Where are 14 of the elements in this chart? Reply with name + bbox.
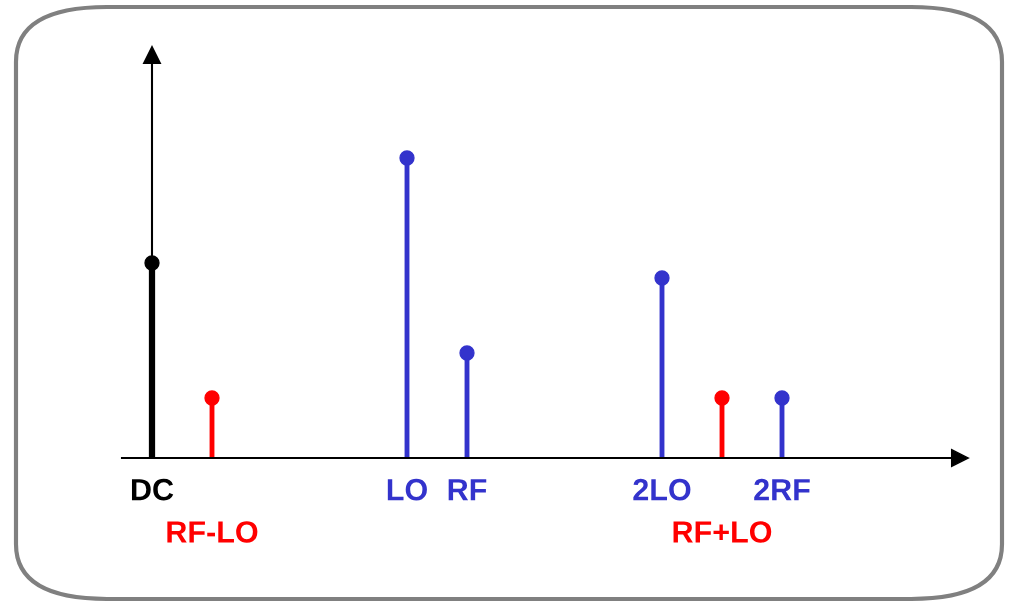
point xyxy=(774,390,790,406)
x-tick-label: RF+LO xyxy=(673,521,772,543)
x-tick-label: RF-LO xyxy=(167,521,258,543)
x-tick-label: 2RF xyxy=(754,478,810,501)
point xyxy=(144,255,160,271)
point xyxy=(204,390,220,406)
x-tick-label: 2LO xyxy=(633,478,691,501)
point xyxy=(654,270,670,286)
point xyxy=(399,150,415,166)
point xyxy=(714,390,730,406)
x-tick-label: DC xyxy=(131,478,174,501)
point xyxy=(459,345,475,361)
x-tick-label: LO xyxy=(387,478,427,501)
x-tick-label: RF xyxy=(448,479,487,501)
